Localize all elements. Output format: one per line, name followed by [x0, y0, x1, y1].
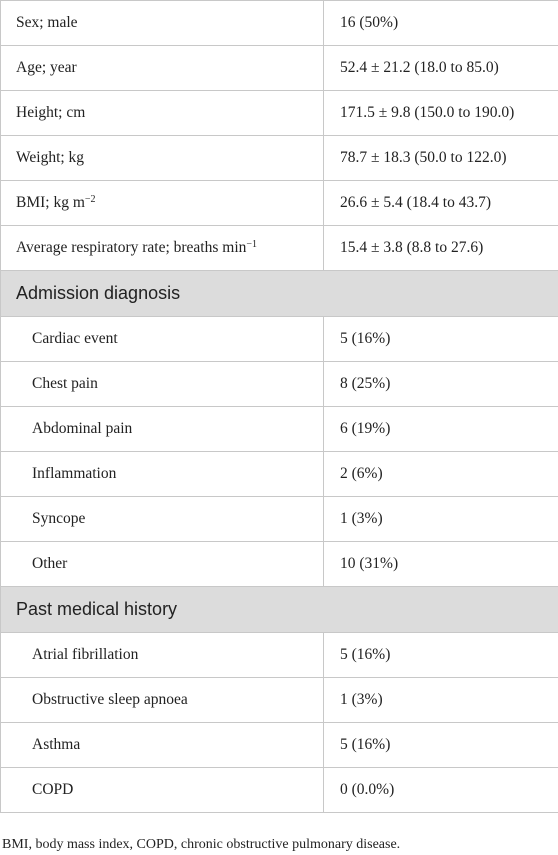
section-title: Admission diagnosis [0, 270, 558, 317]
table-row: Obstructive sleep apnoea 1 (3%) [0, 677, 558, 723]
row-value: 10 (31%) [323, 541, 558, 587]
section-header-admission: Admission diagnosis [0, 270, 558, 317]
unit-exponent: −1 [246, 239, 258, 250]
section-title: Past medical history [0, 586, 558, 633]
table-row: BMI; kg m−2 26.6 ± 5.4 (18.4 to 43.7) [0, 180, 558, 226]
table-row: Asthma 5 (16%) [0, 722, 558, 768]
row-value: 5 (16%) [323, 316, 558, 362]
row-label: COPD [0, 767, 324, 813]
row-value: 2 (6%) [323, 451, 558, 497]
row-label-text: BMI; kg m [16, 194, 85, 211]
table-row: Atrial fibrillation 5 (16%) [0, 632, 558, 678]
table-row: Age; year 52.4 ± 21.2 (18.0 to 85.0) [0, 45, 558, 91]
row-value: 171.5 ± 9.8 (150.0 to 190.0) [323, 90, 558, 136]
row-value: 8 (25%) [323, 361, 558, 407]
patient-characteristics-table: Sex; male 16 (50%) Age; year 52.4 ± 21.2… [0, 0, 558, 813]
row-label: BMI; kg m−2 [0, 180, 324, 226]
unit-exponent: −2 [84, 194, 96, 205]
table-row: Weight; kg 78.7 ± 18.3 (50.0 to 122.0) [0, 135, 558, 181]
row-value: 1 (3%) [323, 496, 558, 542]
table-row: Average respiratory rate; breaths min−1 … [0, 225, 558, 271]
table-row: Syncope 1 (3%) [0, 496, 558, 542]
row-value: 15.4 ± 3.8 (8.8 to 27.6) [323, 225, 558, 271]
row-label-text: Average respiratory rate; breaths min [16, 239, 247, 256]
row-value: 52.4 ± 21.2 (18.0 to 85.0) [323, 45, 558, 91]
row-label: Syncope [0, 496, 324, 542]
section-header-history: Past medical history [0, 586, 558, 633]
table-row: Sex; male 16 (50%) [0, 0, 558, 46]
table-row: Chest pain 8 (25%) [0, 361, 558, 407]
row-label: Sex; male [0, 0, 324, 46]
row-label: Other [0, 541, 324, 587]
row-label: Asthma [0, 722, 324, 768]
table-row: Abdominal pain 6 (19%) [0, 406, 558, 452]
row-label: Age; year [0, 45, 324, 91]
row-label: Atrial fibrillation [0, 632, 324, 678]
row-label: Inflammation [0, 451, 324, 497]
table-footnote: BMI, body mass index, COPD, chronic obst… [2, 837, 401, 852]
table-row: Other 10 (31%) [0, 541, 558, 587]
table-row: Inflammation 2 (6%) [0, 451, 558, 497]
table-row: Height; cm 171.5 ± 9.8 (150.0 to 190.0) [0, 90, 558, 136]
row-label: Average respiratory rate; breaths min−1 [0, 225, 324, 271]
table-row: COPD 0 (0.0%) [0, 767, 558, 813]
row-value: 6 (19%) [323, 406, 558, 452]
table-row: Cardiac event 5 (16%) [0, 316, 558, 362]
row-value: 5 (16%) [323, 632, 558, 678]
row-label: Cardiac event [0, 316, 324, 362]
row-label: Obstructive sleep apnoea [0, 677, 324, 723]
row-value: 78.7 ± 18.3 (50.0 to 122.0) [323, 135, 558, 181]
row-value: 0 (0.0%) [323, 767, 558, 813]
row-value: 1 (3%) [323, 677, 558, 723]
row-label: Chest pain [0, 361, 324, 407]
row-value: 16 (50%) [323, 0, 558, 46]
row-label: Weight; kg [0, 135, 324, 181]
row-label: Height; cm [0, 90, 324, 136]
row-value: 5 (16%) [323, 722, 558, 768]
row-label: Abdominal pain [0, 406, 324, 452]
row-value: 26.6 ± 5.4 (18.4 to 43.7) [323, 180, 558, 226]
